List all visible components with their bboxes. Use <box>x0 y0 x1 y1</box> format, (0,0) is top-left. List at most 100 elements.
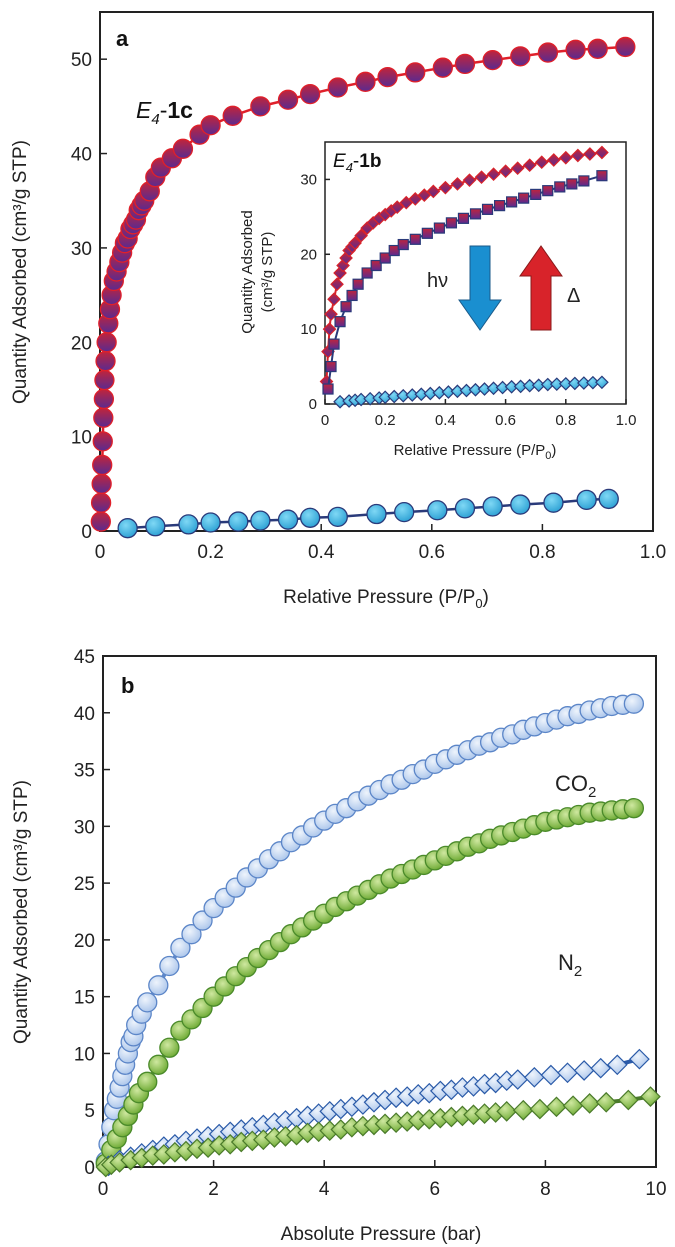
inset-series-0-point <box>438 180 453 195</box>
inset-series-1-point <box>334 316 346 328</box>
inset-x-tick-label: 0.2 <box>375 412 396 429</box>
inset-series-1-point <box>578 175 590 187</box>
panel-a-series-1-point <box>228 511 249 532</box>
panel-b-x-tick-label: 10 <box>645 1179 666 1200</box>
panel-a-x-tick-label: 1.0 <box>640 542 666 563</box>
panel-a-series-0-point <box>277 89 299 110</box>
inset-series-0-point <box>498 164 513 179</box>
inset-y-tick-label: 0 <box>309 396 317 413</box>
panel-b-series-3-point <box>640 1086 661 1107</box>
inset-series-1-line <box>327 174 603 390</box>
panel-b-series-2-point <box>590 1057 612 1079</box>
panel-b-y-tick-label: 20 <box>74 931 95 952</box>
panel-b-x-tick-label: 2 <box>208 1179 219 1200</box>
panel-a-series-1-point <box>327 506 348 527</box>
panel-a-series-0-point <box>432 57 454 78</box>
panel-a-series-1-point <box>117 518 138 539</box>
inset-series-1-point <box>493 200 506 212</box>
panel-b-y-axis-label: Quantity Adsorbed (cm³/g STP) <box>11 780 32 1044</box>
panel-b-y-ticks: 0 5 10 15 20 25 30 35 40 45 <box>74 647 110 1179</box>
inset-x-tick-label: 0.6 <box>495 412 516 429</box>
panel-a-series-0-point <box>90 492 112 513</box>
panel-b-series-1-point <box>159 1037 180 1058</box>
inset-series-0-point <box>570 148 585 163</box>
inset-series-0-point <box>322 322 337 336</box>
panel-a-series-0-point <box>510 46 531 67</box>
panel-b-y-tick-label: 0 <box>84 1158 95 1179</box>
panel-a-series-0-point <box>327 77 348 98</box>
panel-a-series-1-point <box>393 501 415 523</box>
panel-a-series-0-point <box>250 96 271 117</box>
inset-series-1-point <box>340 301 352 313</box>
panel-a-series-0-point <box>405 62 426 83</box>
panel-a-y-ticks: 0 10 20 30 40 50 <box>71 50 107 543</box>
panel-b-series-0-point <box>170 937 191 958</box>
inset-series-0-point <box>583 147 597 161</box>
inset-x-axis-label: Relative Pressure (P/P0) <box>394 442 557 462</box>
inset-series-1-point <box>370 259 382 272</box>
inset-series-1-point <box>596 170 608 182</box>
panel-b-x-axis-label: Absolute Pressure (bar) <box>281 1224 482 1245</box>
panel-a-series-0-point <box>587 38 608 59</box>
panel-b-series-3-point <box>618 1089 639 1111</box>
inset-series-0-point <box>522 158 537 173</box>
panel-b-x-tick-label: 6 <box>430 1179 441 1200</box>
panel-a-series-1-point <box>454 498 476 519</box>
inset-series-1-point <box>433 222 445 234</box>
panel-b-series-3-point <box>595 1091 617 1113</box>
panel-a: a 0 10 20 30 40 50 0 0.2 0.4 0.6 0.8 1.0 Relative … <box>10 11 666 611</box>
panel-b-series-3-point <box>512 1099 534 1121</box>
inset-series-0-point <box>450 177 465 191</box>
panel-b-x-tick-label: 4 <box>319 1179 330 1200</box>
inset-annotation-e4-1b: E4-1b <box>333 151 381 175</box>
panel-b-series <box>95 693 661 1178</box>
panel-b-series-0-point <box>137 992 158 1013</box>
panel-b-letter: b <box>121 673 134 698</box>
inset-x-tick-label: 0.4 <box>435 412 456 429</box>
panel-a-series-0-point <box>93 388 115 410</box>
inset-series-0-point <box>348 236 362 250</box>
panel-a-x-ticks: 0 0.2 0.4 0.6 0.8 1.0 <box>95 524 666 563</box>
inset-y-ticks: 0 10 20 30 <box>300 171 330 413</box>
inset-series-1-point <box>542 185 554 197</box>
inset-y-tick-label: 20 <box>300 246 317 263</box>
panel-a-x-tick-label: 0.6 <box>419 542 445 563</box>
panel-b-series-3-point <box>579 1093 600 1114</box>
panel-b-y-tick-label: 30 <box>74 817 95 838</box>
panel-a-series-0-point <box>200 115 221 136</box>
panel-b-y-tick-label: 35 <box>74 761 95 782</box>
panel-a-series-0-point <box>565 39 586 60</box>
panel-b-series-2-point <box>523 1066 545 1088</box>
panel-a-series-0-point <box>537 42 559 63</box>
panel-b-series-3-point <box>496 1101 518 1122</box>
inset-series-1-point <box>346 289 358 302</box>
panel-a-x-tick-label: 0.4 <box>308 542 335 563</box>
inset-series-0-point <box>324 307 338 322</box>
panel-a-series-0-point <box>96 332 117 353</box>
panel-a-series-0-point <box>94 369 115 391</box>
panel-a-frame <box>99 11 654 532</box>
inset-y-tick-label: 30 <box>300 171 317 188</box>
panel-b-y-tick-label: 45 <box>74 647 95 668</box>
panel-a-y-tick-label: 40 <box>71 145 92 166</box>
panel-a-series-1-point <box>427 500 448 521</box>
panel-b-series-1-point <box>623 798 645 819</box>
panel-b-series-2-point <box>606 1054 628 1076</box>
panel-a-x-axis-label: Relative Pressure (P/P0) <box>283 587 489 611</box>
inset-series-1-point <box>530 188 542 200</box>
panel-a-series-1-point <box>576 489 597 511</box>
inset-series-0-point <box>330 277 344 292</box>
panel-a-series-0-point <box>482 49 503 71</box>
panel-b-series-3-point <box>562 1095 584 1117</box>
label-co2: CO2 <box>555 771 596 801</box>
inset-series-1-point <box>388 244 400 257</box>
panel-a-series-1-point <box>299 507 321 528</box>
panel-b-series-2-point <box>507 1069 529 1090</box>
panel-a-y-axis-label: Quantity Adsorbed (cm³/g STP) <box>10 140 31 404</box>
panel-b-series-0-point <box>159 955 180 977</box>
inset-series-0-point <box>390 200 405 214</box>
panel-b-series-3-point <box>546 1096 567 1118</box>
inset-series-1-point <box>518 192 530 204</box>
panel-a-y-tick-label: 10 <box>71 428 92 449</box>
